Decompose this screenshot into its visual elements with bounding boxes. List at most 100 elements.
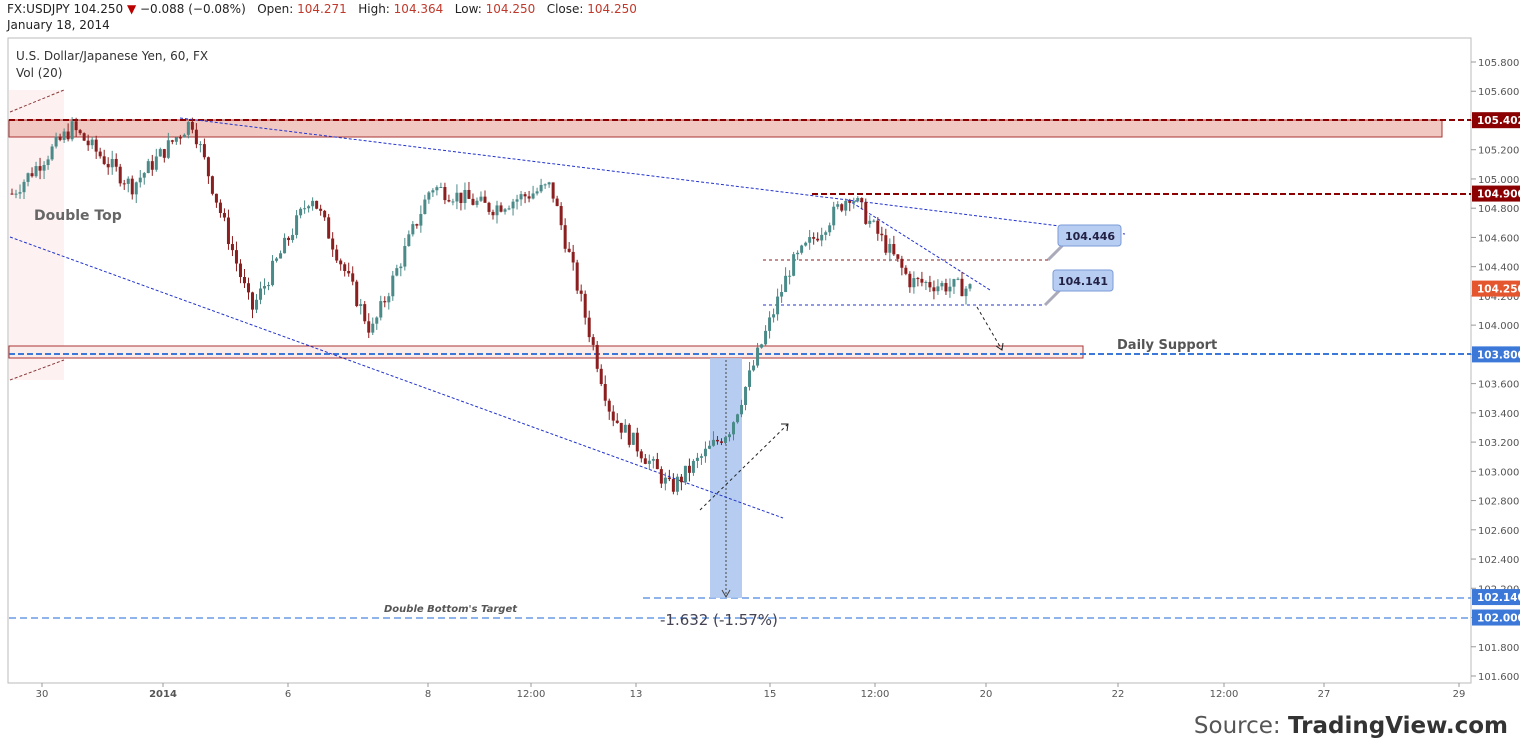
candle-body [711, 439, 715, 446]
candle-body [423, 199, 427, 215]
low-value: 104.250 [485, 2, 536, 16]
candle-body [964, 288, 968, 297]
candle-body [327, 217, 331, 239]
candle-body [246, 283, 250, 293]
y-tick-label: 103.000 [1478, 467, 1519, 478]
x-tick-label: 12:00 [1210, 689, 1239, 700]
candle-body [663, 477, 667, 484]
candle-body [888, 244, 892, 253]
candle-body [748, 370, 752, 387]
callout-lower[interactable] [1052, 269, 1114, 292]
candle-body [651, 459, 655, 461]
candle-body [595, 344, 599, 369]
candle-body [287, 237, 291, 241]
callout-upper[interactable] [1057, 224, 1122, 247]
candle-body [451, 201, 455, 203]
candle-body [515, 199, 519, 202]
candle-body [395, 268, 399, 276]
candle-body [427, 192, 431, 200]
candle-body [639, 451, 643, 459]
y-tick-label: 101.600 [1478, 672, 1519, 683]
candle-body [623, 424, 627, 433]
candle-body [691, 460, 695, 473]
candle-body [399, 266, 403, 269]
candle-body [42, 164, 46, 171]
candle-body [275, 258, 279, 261]
candle-body [218, 202, 222, 213]
projection-arrowhead-down [995, 342, 1004, 351]
candle-body [788, 275, 792, 277]
candle-body [908, 273, 912, 288]
source-prefix: Source: [1194, 713, 1288, 739]
price-badge-label: 105.402 [1477, 115, 1523, 127]
candle-body [940, 283, 944, 287]
candle-body [764, 330, 768, 345]
candle-body [54, 136, 58, 147]
candle-body [900, 258, 904, 268]
candle-body [279, 253, 283, 259]
price-badge [1472, 112, 1520, 129]
candle-body [295, 215, 299, 235]
candle-body [267, 285, 271, 287]
candle-body [547, 182, 551, 185]
y-tick-label: 102.800 [1478, 497, 1519, 508]
candle-body [631, 432, 635, 445]
candle-body [519, 194, 523, 200]
candle-body [375, 317, 379, 324]
projection-arrow-down [976, 306, 1003, 351]
candle-body [66, 131, 70, 140]
candle-body [26, 173, 30, 182]
candle-body [856, 198, 860, 202]
candle-body [659, 469, 663, 484]
candle-body [479, 196, 483, 201]
candle-body [527, 196, 531, 199]
candle-body [884, 235, 888, 253]
candle-body [467, 189, 471, 199]
price-badge-label: 103.800 [1477, 349, 1523, 361]
candle-body [166, 140, 170, 158]
candle-body [687, 465, 691, 473]
candle-body [182, 134, 186, 138]
candle-body [98, 151, 102, 157]
candle-body [335, 249, 339, 261]
candle-body [615, 420, 619, 423]
candle-body [154, 156, 158, 170]
candle-body [699, 456, 703, 458]
x-tick-label: 29 [1453, 689, 1466, 700]
candle-body [507, 208, 511, 210]
candle-body [94, 139, 98, 152]
candle-body [860, 198, 864, 203]
time-axis[interactable]: 30 2014 6 8 12:00 13 15 12:00 20 22 12:00 27 29 [36, 683, 1466, 700]
candle-body [198, 144, 202, 146]
candle-body [222, 212, 226, 218]
last-price: 104.250 [73, 2, 124, 16]
candle-body [559, 206, 563, 226]
candle-body [583, 293, 587, 318]
candle-body [828, 225, 832, 233]
candle-body [150, 161, 154, 170]
y-tick-label: 104.400 [1478, 263, 1519, 274]
price-axis[interactable]: 105.800105.600105.400105.200105.000104.8… [1471, 58, 1519, 683]
y-tick-label: 103.200 [1478, 438, 1519, 449]
candle-body [836, 204, 840, 207]
candle-body [844, 200, 848, 211]
x-tick-label: 20 [980, 689, 993, 700]
close-value: 104.250 [587, 2, 637, 16]
candle-body [880, 233, 884, 236]
candle-body [872, 220, 876, 222]
candle-body [138, 177, 142, 183]
candle-body [563, 225, 567, 249]
candle-body [824, 232, 828, 235]
candle-body [896, 254, 900, 259]
x-tick-label: 8 [425, 689, 431, 700]
candle-body [158, 149, 162, 157]
candle-body [599, 368, 603, 385]
candle-body [14, 193, 18, 195]
candle-body [740, 404, 744, 415]
symbol-label[interactable]: FX:USDJPY [7, 2, 70, 16]
candle-body [355, 281, 359, 307]
candle-body [495, 205, 499, 216]
candle-body [435, 187, 439, 191]
candle-body [960, 278, 964, 297]
